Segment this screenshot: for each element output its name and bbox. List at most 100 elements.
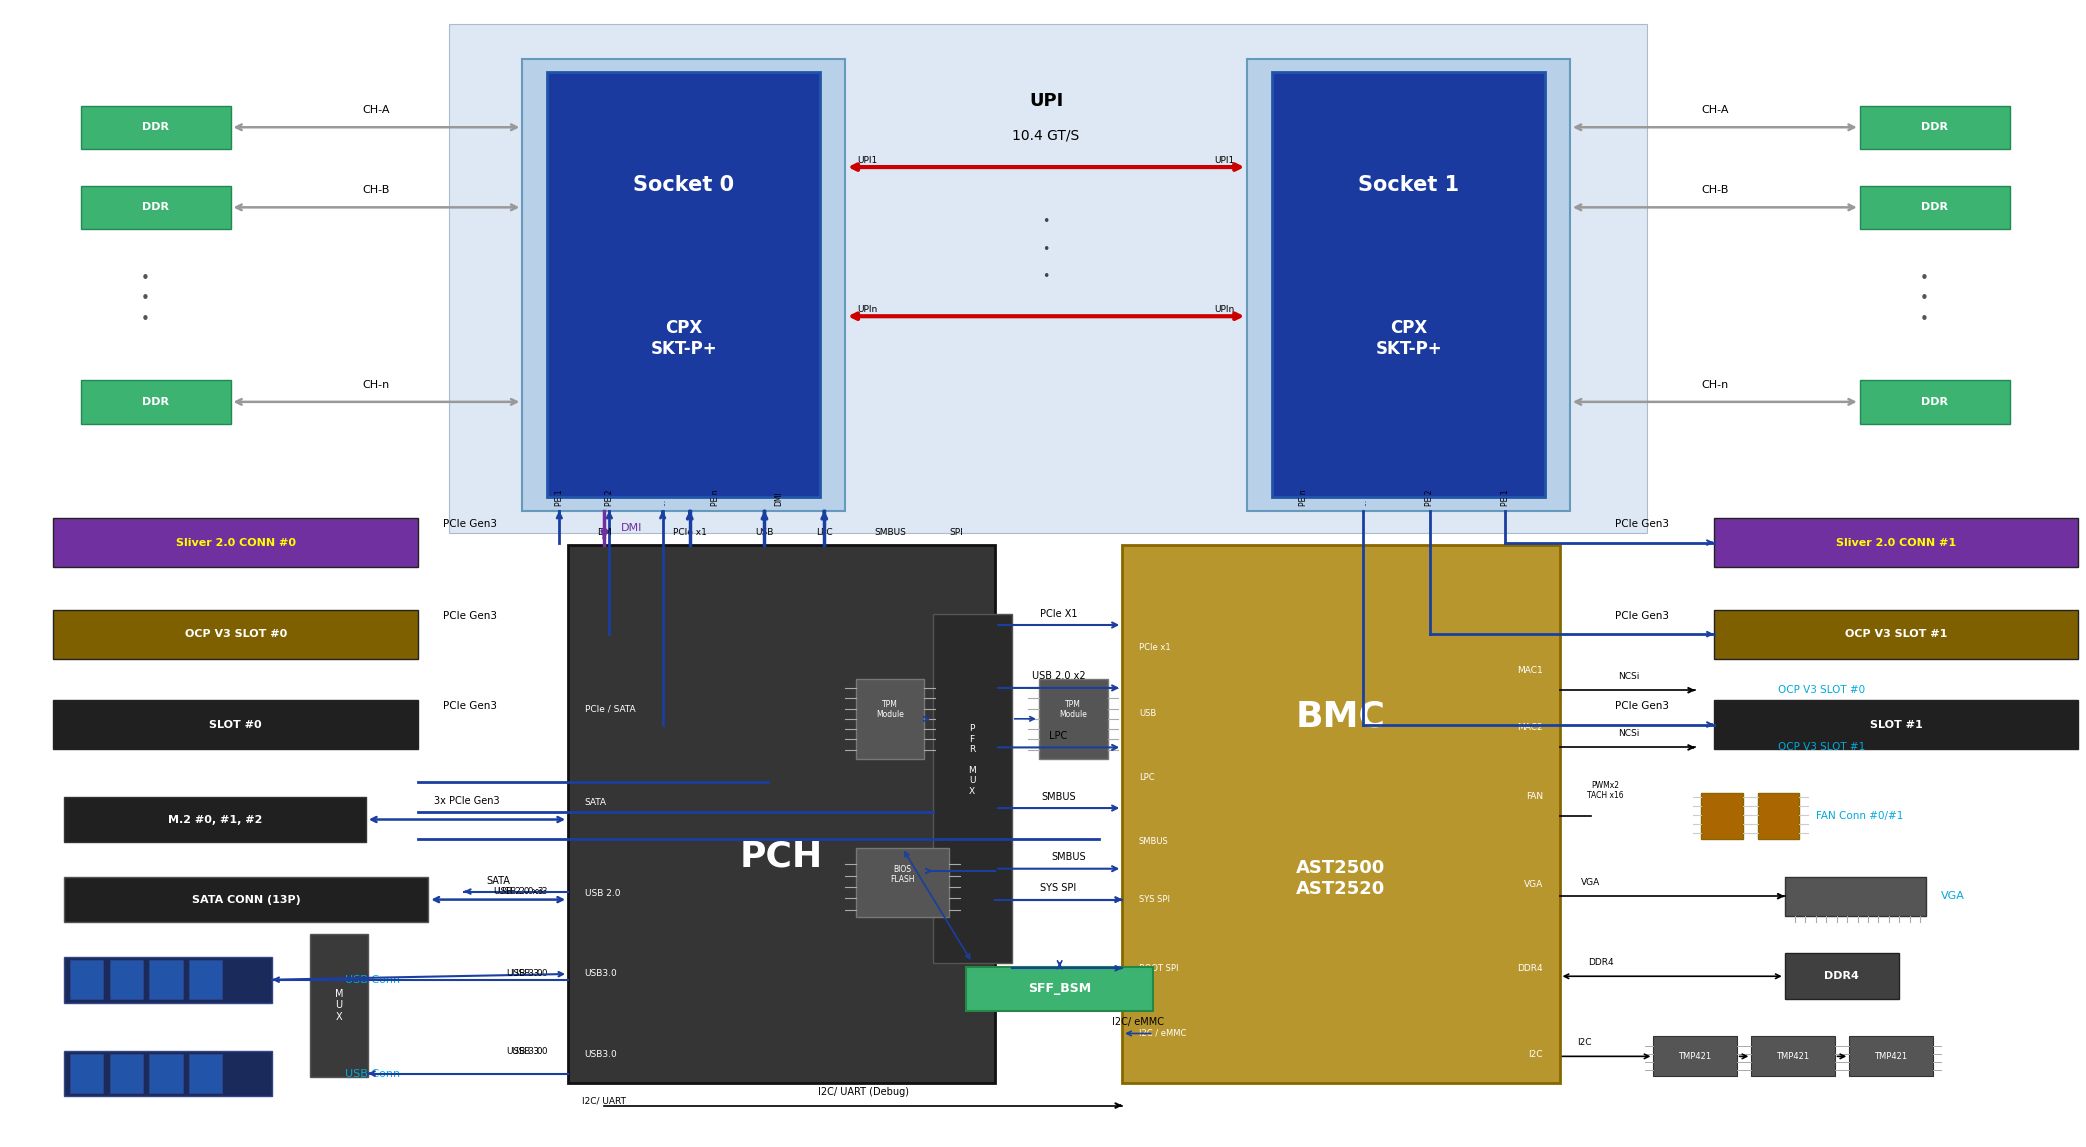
Text: CH-B: CH-B bbox=[363, 185, 390, 195]
Text: DDR: DDR bbox=[1921, 123, 1948, 132]
Text: I2C / UART (Debug): I2C / UART (Debug) bbox=[1139, 1095, 1220, 1105]
Text: PE 2: PE 2 bbox=[605, 490, 613, 506]
Text: OCP V3 SLOT #1: OCP V3 SLOT #1 bbox=[1779, 742, 1865, 752]
Text: M
U
X: M U X bbox=[334, 989, 342, 1022]
Text: PE 2: PE 2 bbox=[1425, 490, 1433, 506]
Text: CH-B: CH-B bbox=[1702, 185, 1729, 195]
FancyBboxPatch shape bbox=[1715, 518, 2078, 568]
Text: •: • bbox=[140, 271, 150, 286]
FancyBboxPatch shape bbox=[567, 545, 995, 1083]
Text: CH-n: CH-n bbox=[1702, 380, 1729, 390]
Text: Socket 1: Socket 1 bbox=[1358, 175, 1460, 195]
Text: LPC: LPC bbox=[1139, 773, 1154, 781]
Text: SLOT #0: SLOT #0 bbox=[209, 719, 263, 729]
Text: USB 3.0: USB 3.0 bbox=[511, 1047, 547, 1056]
Text: SMBUS: SMBUS bbox=[1139, 837, 1168, 845]
Text: OCP V3 SLOT #0: OCP V3 SLOT #0 bbox=[186, 630, 288, 639]
Text: SATA: SATA bbox=[584, 798, 607, 806]
Text: SLOT #1: SLOT #1 bbox=[1869, 719, 1923, 729]
Text: TMP421: TMP421 bbox=[1875, 1052, 1907, 1061]
Text: DDR4: DDR4 bbox=[1825, 972, 1859, 982]
Text: SMBUS: SMBUS bbox=[1051, 852, 1087, 863]
Text: OCP V3 SLOT #1: OCP V3 SLOT #1 bbox=[1844, 630, 1946, 639]
Text: DMI: DMI bbox=[774, 491, 784, 506]
FancyBboxPatch shape bbox=[54, 700, 417, 749]
Text: USB: USB bbox=[755, 528, 774, 537]
FancyBboxPatch shape bbox=[855, 848, 949, 916]
Text: LPC: LPC bbox=[1049, 731, 1068, 741]
FancyBboxPatch shape bbox=[150, 960, 184, 999]
Text: Sliver 2.0 CONN #0: Sliver 2.0 CONN #0 bbox=[175, 538, 296, 547]
FancyBboxPatch shape bbox=[111, 1054, 144, 1093]
Text: PCIe Gen3: PCIe Gen3 bbox=[442, 611, 496, 621]
Text: •: • bbox=[1919, 312, 1930, 327]
Text: BOOT SPI: BOOT SPI bbox=[1139, 963, 1179, 973]
Text: CPX
SKT-P+: CPX SKT-P+ bbox=[1375, 319, 1441, 358]
Text: •: • bbox=[140, 291, 150, 306]
Text: UPI1: UPI1 bbox=[1214, 156, 1235, 165]
Text: •: • bbox=[1043, 243, 1049, 256]
Text: PE n: PE n bbox=[711, 490, 720, 506]
Text: PE 1: PE 1 bbox=[555, 490, 563, 506]
FancyBboxPatch shape bbox=[111, 960, 144, 999]
Text: PE 1: PE 1 bbox=[1502, 490, 1510, 506]
Text: UPIn: UPIn bbox=[857, 305, 878, 314]
FancyBboxPatch shape bbox=[1758, 794, 1800, 838]
Text: USB 3.0: USB 3.0 bbox=[511, 969, 547, 978]
FancyBboxPatch shape bbox=[932, 614, 1012, 962]
Text: DDR: DDR bbox=[142, 202, 169, 212]
Text: SYS SPI: SYS SPI bbox=[1041, 883, 1076, 894]
FancyBboxPatch shape bbox=[966, 967, 1154, 1011]
Text: •: • bbox=[140, 312, 150, 327]
Text: USB 2.0: USB 2.0 bbox=[584, 889, 620, 898]
FancyBboxPatch shape bbox=[65, 957, 271, 1002]
Text: I2C: I2C bbox=[1577, 1038, 1592, 1047]
FancyBboxPatch shape bbox=[54, 518, 417, 568]
Text: PCH: PCH bbox=[741, 840, 824, 874]
FancyBboxPatch shape bbox=[1786, 876, 1925, 915]
Text: CPX
SKT-P+: CPX SKT-P+ bbox=[651, 319, 718, 358]
FancyBboxPatch shape bbox=[54, 609, 417, 658]
Text: MAC2: MAC2 bbox=[1517, 724, 1544, 733]
FancyBboxPatch shape bbox=[1122, 545, 1560, 1083]
FancyBboxPatch shape bbox=[1752, 1037, 1834, 1076]
Text: BIOS
FLASH: BIOS FLASH bbox=[891, 865, 914, 884]
Text: OCP V3 SLOT #0: OCP V3 SLOT #0 bbox=[1779, 685, 1865, 695]
Text: SYS SPI: SYS SPI bbox=[1139, 895, 1170, 904]
FancyBboxPatch shape bbox=[309, 934, 367, 1077]
FancyBboxPatch shape bbox=[1654, 1037, 1738, 1076]
FancyBboxPatch shape bbox=[547, 72, 820, 497]
Text: PCIe Gen3: PCIe Gen3 bbox=[442, 520, 496, 529]
Text: CH-A: CH-A bbox=[363, 106, 390, 115]
Text: I2C/ UART: I2C/ UART bbox=[582, 1097, 626, 1106]
Text: USB3.0: USB3.0 bbox=[584, 1050, 617, 1059]
Text: NCSi: NCSi bbox=[1619, 672, 1640, 681]
FancyBboxPatch shape bbox=[65, 1051, 271, 1097]
FancyBboxPatch shape bbox=[71, 960, 104, 999]
FancyBboxPatch shape bbox=[1039, 679, 1108, 759]
Text: •: • bbox=[1919, 291, 1930, 306]
Text: •: • bbox=[1919, 271, 1930, 286]
Text: SATA: SATA bbox=[486, 876, 511, 887]
Text: DMI: DMI bbox=[622, 523, 642, 532]
FancyBboxPatch shape bbox=[81, 186, 232, 229]
FancyBboxPatch shape bbox=[448, 24, 1648, 533]
FancyBboxPatch shape bbox=[190, 1054, 223, 1093]
Text: Socket 0: Socket 0 bbox=[632, 175, 734, 195]
Text: PCIe Gen3: PCIe Gen3 bbox=[1615, 701, 1669, 711]
FancyBboxPatch shape bbox=[522, 58, 845, 510]
FancyBboxPatch shape bbox=[1715, 700, 2078, 749]
Text: P
F
R

M
U
X: P F R M U X bbox=[968, 725, 976, 796]
Text: SPI: SPI bbox=[949, 528, 964, 537]
Text: VGA: VGA bbox=[1940, 891, 1965, 902]
Text: •: • bbox=[1043, 216, 1049, 228]
FancyBboxPatch shape bbox=[1848, 1037, 1932, 1076]
Text: CH-A: CH-A bbox=[1700, 106, 1729, 115]
Text: USB 3.0: USB 3.0 bbox=[507, 1047, 542, 1056]
Text: USB: USB bbox=[1139, 709, 1156, 718]
FancyBboxPatch shape bbox=[65, 876, 428, 922]
Text: LPC: LPC bbox=[816, 528, 832, 537]
Text: I2C / eMMC: I2C / eMMC bbox=[1139, 1029, 1187, 1038]
FancyBboxPatch shape bbox=[855, 679, 924, 759]
FancyBboxPatch shape bbox=[150, 1054, 184, 1093]
